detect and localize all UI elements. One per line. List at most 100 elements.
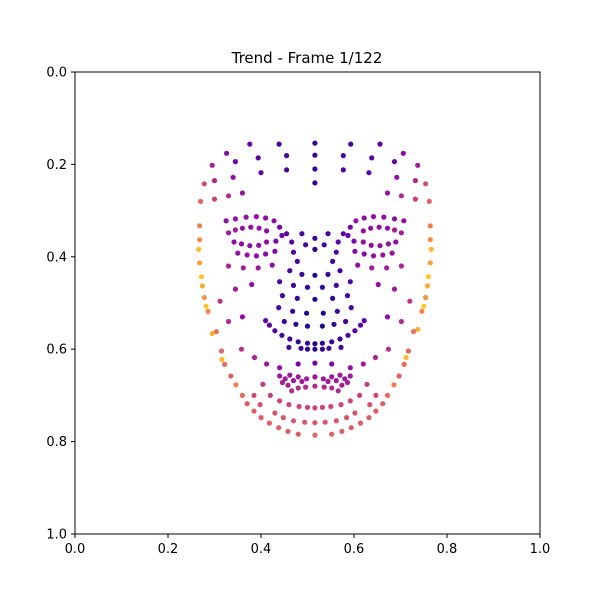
scatter-point	[225, 263, 232, 269]
scatter-point	[232, 216, 238, 222]
scatter-point	[294, 295, 300, 301]
scatter-point	[312, 405, 318, 411]
scatter-point	[398, 263, 404, 269]
scatter-point	[277, 398, 283, 404]
scatter-point	[312, 360, 318, 366]
scatter-point	[312, 235, 318, 241]
scatter-point	[267, 392, 273, 398]
scatter-point	[256, 242, 262, 248]
scatter-point	[360, 361, 366, 367]
scatter-point	[230, 174, 236, 180]
scatter-point	[319, 284, 325, 290]
scatter-point	[276, 425, 282, 431]
scatter-point	[273, 238, 279, 244]
scatter-point	[238, 346, 245, 352]
scatter-point	[284, 153, 290, 159]
plot-frame	[74, 71, 541, 535]
scatter-point	[312, 346, 318, 352]
scatter-point	[251, 392, 257, 398]
scatter-point	[391, 382, 397, 388]
scatter-point	[256, 225, 262, 231]
scatter-point	[325, 231, 331, 237]
scatter-point	[419, 308, 425, 314]
scatter-point	[348, 305, 354, 311]
scatter-point	[279, 293, 285, 299]
scatter-point	[290, 282, 297, 288]
x-tick-label: 0.6	[344, 542, 365, 557]
scatter-point	[260, 381, 266, 387]
scatter-point	[304, 376, 310, 382]
scatter-point	[289, 388, 295, 394]
scatter-point	[426, 198, 432, 204]
scatter-point	[209, 330, 215, 337]
scatter-point	[304, 340, 311, 346]
scatter-point	[428, 246, 434, 252]
y-tick-label: 0.4	[46, 250, 67, 265]
scatter-point	[249, 281, 255, 288]
y-tick-label: 0.2	[46, 158, 67, 173]
scatter-point	[312, 341, 318, 347]
scatter-point	[401, 218, 407, 224]
scatter-point	[415, 162, 421, 168]
scatter-point	[312, 272, 318, 278]
scatter-point	[373, 392, 379, 398]
scatter-point	[337, 336, 343, 342]
scatter-point	[263, 318, 269, 324]
scatter-point	[279, 332, 285, 338]
scatter-point	[376, 224, 382, 230]
scatter-point	[290, 418, 297, 424]
y-axis: 0.0 0.2 0.4 0.6 0.8 1.0	[46, 66, 75, 543]
scatter-point	[280, 415, 286, 421]
scatter-point	[320, 376, 326, 382]
scatter-point	[198, 274, 205, 280]
scatter-point	[339, 428, 345, 434]
scatter-point	[329, 385, 335, 391]
scatter-point	[279, 379, 285, 386]
scatter-point	[312, 383, 318, 389]
scatter-point	[232, 159, 238, 165]
scatter-point	[377, 243, 383, 249]
scatter-point	[264, 361, 270, 367]
scatter-point	[373, 408, 379, 414]
scatter-point	[264, 228, 270, 234]
scatter-point	[319, 404, 325, 410]
scatter-point	[272, 248, 278, 254]
scatter-point	[320, 310, 326, 316]
scatter-point	[329, 339, 335, 345]
scatter-point	[312, 420, 318, 426]
scatter-point	[424, 283, 431, 289]
scatter-point	[391, 216, 398, 222]
scatter-point	[398, 230, 404, 236]
scatter-point	[335, 239, 341, 245]
scatter-point	[312, 152, 318, 158]
scatter-point	[396, 373, 402, 379]
scatter-point	[342, 376, 348, 382]
scatter-point	[347, 279, 353, 285]
scatter-point	[385, 241, 391, 247]
scatter-point	[337, 268, 343, 274]
scatter-point	[345, 232, 351, 239]
scatter-point	[299, 378, 305, 385]
scatter-point	[255, 265, 261, 271]
x-tick-label: 0.8	[437, 542, 458, 557]
scatter-point	[225, 318, 232, 325]
scatter-point	[330, 258, 336, 264]
scatter-point	[391, 227, 398, 233]
scatter-point	[239, 190, 245, 196]
scatter-point	[258, 415, 264, 421]
scatter-point	[322, 419, 328, 425]
scatter-point	[377, 141, 383, 147]
scatter-point	[295, 385, 301, 391]
scatter-point	[384, 225, 391, 231]
scatter-point	[247, 243, 253, 249]
scatter-point	[201, 181, 207, 187]
scatter-point	[197, 260, 203, 266]
scatter-point	[381, 214, 387, 220]
scatter-point	[337, 372, 343, 378]
scatter-point	[222, 361, 228, 367]
scatter-point	[361, 251, 367, 257]
scatter-point	[331, 321, 337, 327]
scatter-point	[333, 282, 339, 288]
y-tick-label: 0.8	[46, 435, 67, 450]
